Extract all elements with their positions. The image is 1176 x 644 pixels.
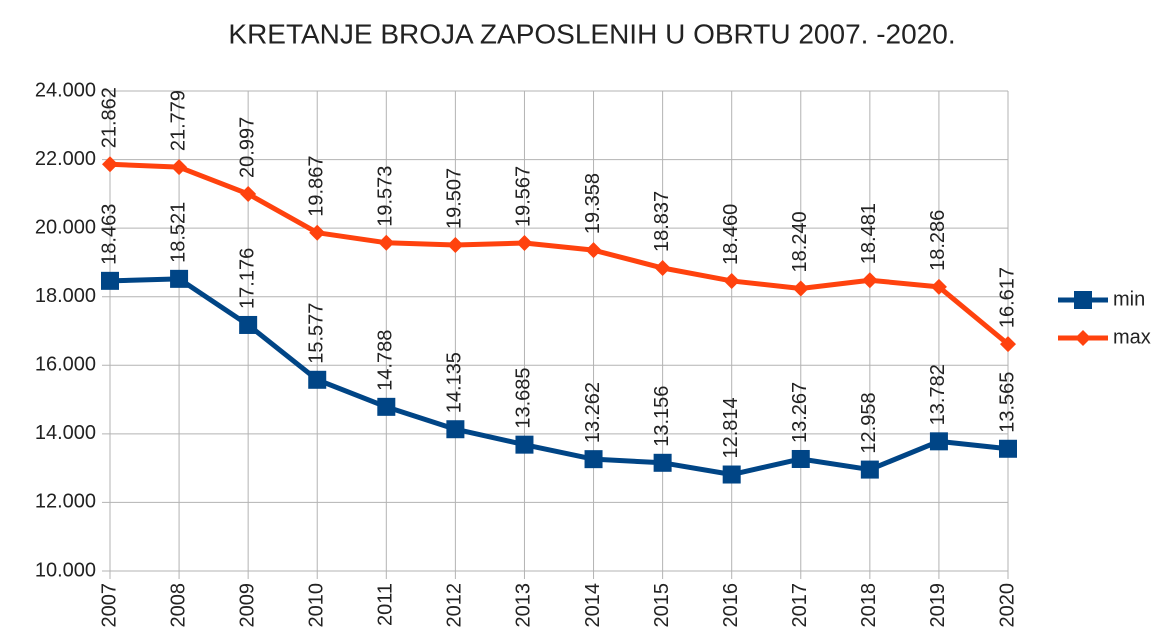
data-label: 12.814	[720, 397, 742, 458]
marker	[240, 185, 257, 202]
x-tick-label: 2017	[789, 583, 811, 628]
data-label: 20.997	[236, 117, 258, 178]
data-label: 18.837	[651, 191, 673, 252]
marker	[930, 278, 947, 295]
marker	[860, 460, 879, 479]
x-tick-label: 2009	[236, 583, 258, 628]
data-label: 18.481	[858, 203, 880, 264]
data-label: 15.577	[306, 303, 328, 364]
y-tick-label: 24.000	[35, 79, 96, 101]
marker	[1074, 291, 1092, 309]
data-label: 14.135	[444, 352, 466, 413]
y-tick-label: 16.000	[35, 354, 96, 376]
marker	[515, 435, 534, 454]
data-label: 19.507	[444, 168, 466, 229]
marker	[999, 439, 1017, 458]
marker	[308, 370, 327, 389]
data-label: 17.176	[236, 248, 258, 309]
marker	[377, 397, 396, 416]
marker	[792, 280, 809, 297]
legend-label: max	[1113, 326, 1151, 348]
data-label: 13.565	[996, 372, 1018, 433]
data-label: 13.262	[582, 382, 604, 443]
y-tick-label: 20.000	[35, 216, 96, 238]
x-tick-label: 2015	[651, 583, 673, 628]
data-label: 18.460	[720, 204, 742, 265]
marker	[101, 271, 119, 290]
marker	[654, 260, 671, 277]
marker	[653, 453, 672, 472]
marker	[516, 234, 533, 251]
data-label: 13.267	[789, 382, 811, 443]
data-label: 21.779	[167, 90, 189, 151]
data-label: 13.156	[651, 386, 673, 447]
data-label: 13.782	[927, 364, 949, 425]
y-tick-label: 14.000	[35, 422, 96, 444]
data-label: 18.286	[927, 210, 949, 271]
y-tick-label: 10.000	[35, 559, 96, 581]
marker	[309, 224, 326, 241]
data-label: 13.685	[513, 367, 535, 428]
data-label: 12.958	[858, 392, 880, 453]
data-label: 18.521	[167, 202, 189, 263]
marker	[447, 237, 464, 254]
data-label: 19.573	[375, 166, 397, 227]
x-tick-label: 2010	[306, 583, 328, 628]
data-label: 14.788	[375, 330, 397, 391]
marker	[170, 269, 189, 288]
line	[109, 161, 1010, 347]
marker	[861, 272, 878, 289]
y-tick-label: 22.000	[35, 148, 96, 170]
data-label: 19.358	[582, 173, 604, 234]
x-tick-label: 2013	[513, 583, 535, 628]
marker	[722, 465, 741, 484]
marker	[239, 315, 258, 334]
marker	[791, 449, 810, 468]
data-label: 21.862	[98, 87, 120, 148]
marker	[584, 450, 603, 469]
x-tick-label: 2020	[996, 583, 1018, 628]
x-tick-label: 2018	[858, 583, 880, 628]
marker	[929, 432, 948, 451]
chart-title: KRETANJE BROJA ZAPOSLENIH U OBRTU 2007. …	[228, 18, 955, 49]
line	[109, 276, 1009, 478]
y-tick-label: 12.000	[35, 491, 96, 513]
data-label: 19.867	[306, 156, 328, 217]
data-label: 18.240	[789, 211, 811, 272]
x-tick-label: 2016	[720, 583, 742, 628]
data-label: 18.463	[98, 204, 120, 265]
marker	[378, 234, 395, 251]
data-label: 16.617	[996, 267, 1018, 328]
marker	[171, 159, 188, 176]
legend-label: min	[1113, 288, 1145, 310]
marker	[446, 420, 465, 439]
marker	[1000, 336, 1016, 353]
x-tick-label: 2019	[927, 583, 949, 628]
x-tick-label: 2014	[582, 583, 604, 628]
x-tick-label: 2008	[167, 583, 189, 628]
x-tick-label: 2011	[375, 583, 397, 626]
data-label: 19.567	[513, 166, 535, 227]
x-tick-label: 2007	[98, 583, 120, 628]
marker	[1075, 330, 1091, 346]
marker	[723, 272, 740, 289]
x-tick-label: 2012	[444, 583, 466, 628]
marker	[585, 242, 602, 259]
y-tick-label: 18.000	[35, 285, 96, 307]
marker	[102, 156, 118, 173]
